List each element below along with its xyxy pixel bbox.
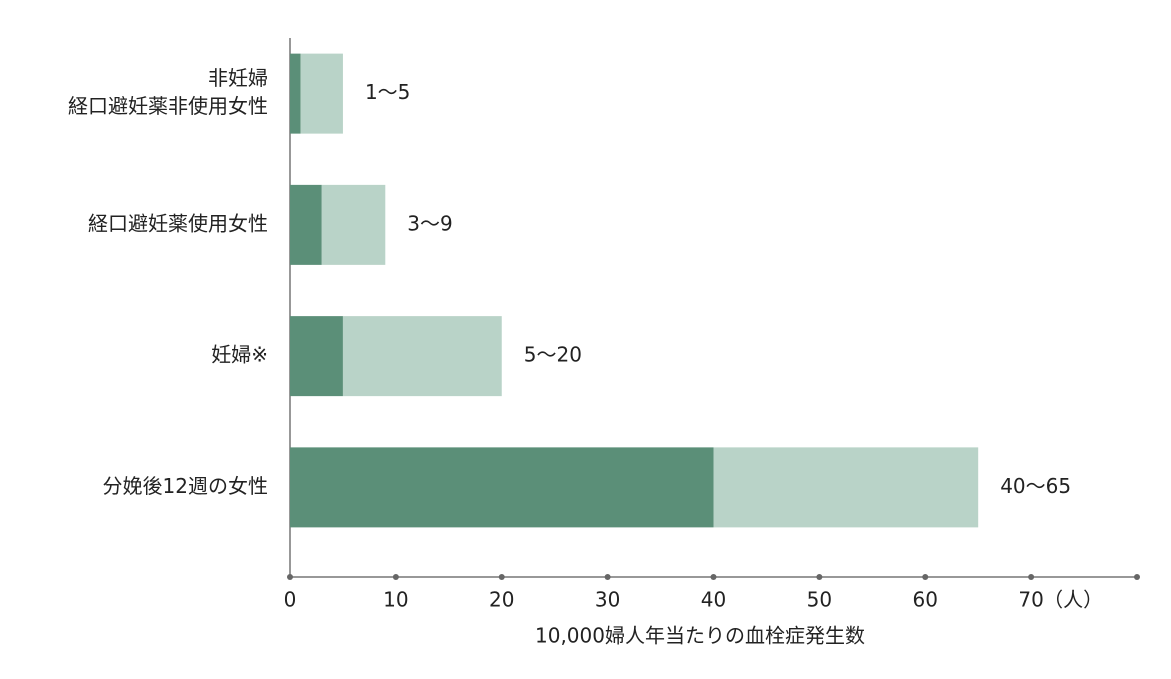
- x-tick: [710, 574, 717, 580]
- bar-range: [300, 53, 343, 134]
- bar-range: [321, 184, 386, 265]
- x-tick-label: 40: [701, 588, 726, 612]
- x-tick: [287, 574, 293, 580]
- y-tick-label: 非妊婦: [208, 66, 268, 90]
- x-tick-label: 20: [489, 588, 514, 612]
- x-tick: [498, 574, 505, 580]
- x-tick: [816, 574, 823, 580]
- x-tick-label: 0: [284, 588, 297, 612]
- x-tick: [1028, 574, 1035, 580]
- x-tick-label: 50: [807, 588, 832, 612]
- bar-range: [713, 447, 979, 528]
- value-label: 3〜9: [407, 211, 452, 235]
- bar-low: [290, 53, 301, 134]
- axis-end: [1134, 574, 1140, 580]
- x-tick: [922, 574, 929, 580]
- x-axis-title: 10,000婦人年当たりの血栓症発生数: [535, 624, 865, 648]
- y-tick-label: 経口避妊薬非使用女性: [68, 94, 268, 118]
- bar-low: [290, 447, 714, 528]
- x-tick-label: 60: [913, 588, 938, 612]
- bar-low: [290, 316, 343, 397]
- x-tick: [604, 574, 611, 580]
- value-label: 1〜5: [365, 80, 410, 104]
- bar-low: [290, 184, 322, 265]
- y-tick-label: 経口避妊薬使用女性: [88, 211, 268, 235]
- y-tick-label: 妊婦※: [211, 343, 268, 367]
- x-unit: （人）: [1043, 588, 1103, 612]
- y-tick-label: 分娩後12週の女性: [103, 474, 268, 498]
- x-tick-label: 10: [383, 588, 408, 612]
- x-tick-label: 30: [595, 588, 620, 612]
- bar-range: [342, 316, 502, 397]
- x-tick: [392, 574, 399, 580]
- value-label: 5〜20: [524, 343, 582, 367]
- x-tick-label: 70: [1018, 588, 1043, 612]
- value-label: 40〜65: [1000, 474, 1071, 498]
